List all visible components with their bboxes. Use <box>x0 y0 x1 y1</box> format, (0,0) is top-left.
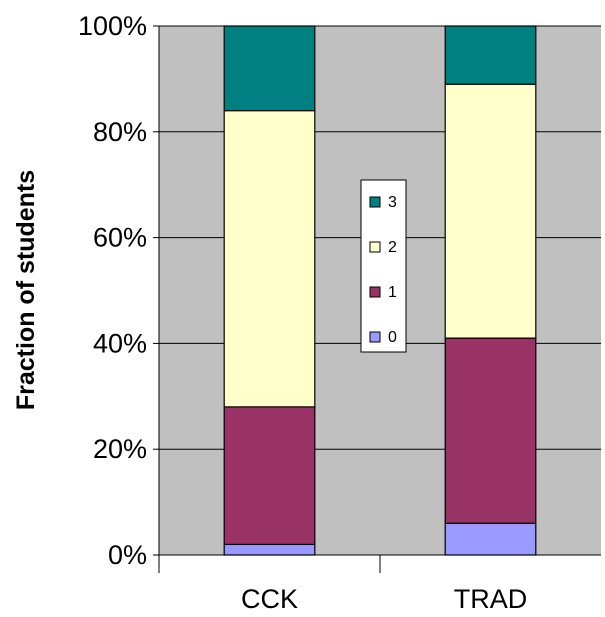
y-tick-label: 20% <box>93 434 147 464</box>
legend-label-1: 1 <box>388 284 397 301</box>
legend-label-3: 3 <box>388 194 397 211</box>
y-tick-label: 60% <box>93 223 147 253</box>
bar-segment-trad-3 <box>444 25 537 85</box>
x-tick-labels: CCK TRAD <box>158 555 528 614</box>
bar-segment-cck-2 <box>223 110 316 408</box>
legend-swatch-2 <box>369 241 381 253</box>
legend: 3 2 1 0 <box>360 179 407 353</box>
legend-box <box>360 179 407 353</box>
bar-segment-cck-0 <box>223 543 316 556</box>
bar-segment-trad-0 <box>444 522 537 556</box>
x-tick-label: CCK <box>241 584 298 614</box>
legend-label-0: 0 <box>388 329 397 346</box>
x-tick-label: TRAD <box>454 584 528 614</box>
y-tick-label: 0% <box>108 540 147 570</box>
bar-segment-cck-1 <box>223 406 316 546</box>
y-tick-label: 100% <box>78 11 147 41</box>
bar-segment-trad-2 <box>444 83 537 339</box>
y-tick-labels: 0% 20% 40% 60% 80% 100% <box>78 11 159 570</box>
bar-segment-cck-3 <box>223 25 316 112</box>
bars <box>223 25 537 556</box>
y-axis-title: Fraction of students <box>12 170 40 410</box>
legend-swatch-1 <box>369 286 381 298</box>
bar-segment-trad-1 <box>444 337 537 524</box>
legend-swatch-3 <box>369 196 381 208</box>
y-tick-label: 40% <box>93 328 147 358</box>
y-tick-label: 80% <box>93 117 147 147</box>
legend-swatch-0 <box>369 331 381 343</box>
legend-label-2: 2 <box>388 239 397 256</box>
